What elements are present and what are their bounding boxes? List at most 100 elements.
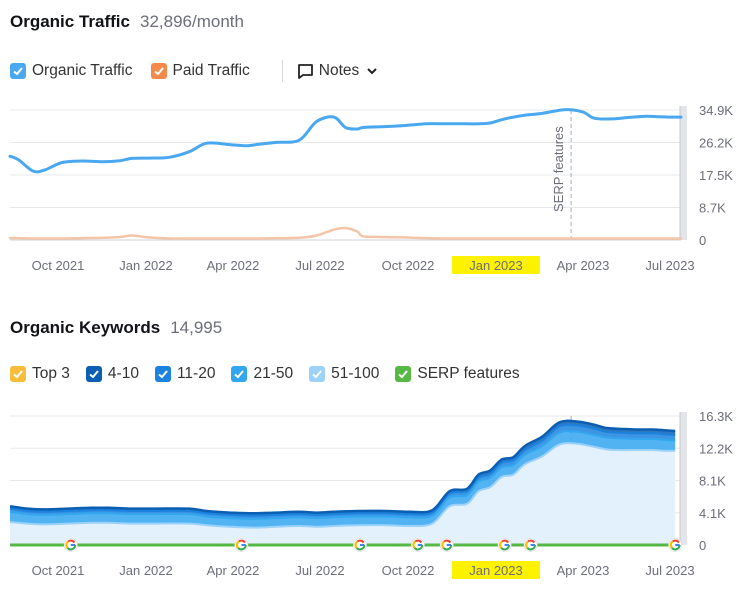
legend-label: Organic Traffic [32, 62, 133, 79]
check-icon [312, 370, 322, 379]
legend-top-3[interactable]: Top 3 [10, 365, 70, 383]
check-icon [13, 67, 23, 76]
y-tick-label: 26.2K [699, 136, 733, 151]
traffic-subtitle: 32,896/month [139, 12, 244, 31]
check-icon [398, 370, 409, 379]
comment-icon [297, 63, 313, 79]
legend-label: 51-100 [331, 365, 380, 382]
y-tick-label: 8.1K [699, 474, 726, 489]
y-axis: 0 4.1K 8.1K 12.2K 16.3K [699, 409, 733, 553]
legend-label: 21-50 [253, 365, 294, 382]
y-tick-label: 8.7K [699, 201, 726, 216]
legend-paid-traffic[interactable]: Paid Traffic [150, 62, 250, 80]
area-fill [10, 443, 676, 545]
legend-label: Paid Traffic [172, 62, 250, 79]
x-tick-label: Apr 2023 [557, 258, 610, 273]
check-icon [89, 370, 99, 379]
traffic-legend: Organic Traffic Paid Traffic Notes [10, 60, 384, 82]
google-icon[interactable] [353, 538, 367, 552]
highlight-marker [452, 561, 540, 579]
checkbox-51-100[interactable] [309, 366, 326, 382]
x-axis: Oct 2021 Jan 2022 Apr 2022 Jul 2022 Oct 2022… [32, 256, 695, 274]
band-11-20 [10, 424, 676, 519]
x-tick-label: Oct 2022 [382, 258, 435, 273]
x-tick-label: Jan 2023 [469, 563, 523, 578]
checkbox-paid-traffic[interactable] [150, 63, 167, 79]
google-icon[interactable] [497, 538, 512, 552]
range-handle[interactable] [680, 106, 687, 240]
x-tick-label: Jul 2022 [295, 563, 344, 578]
google-icon[interactable] [234, 538, 249, 552]
organic-traffic-chart: SERP features 0 8.7K 17.5K 26.2K 34.9K Oct 2… [8, 103, 733, 274]
check-icon [153, 67, 164, 76]
traffic-header: Organic Traffic 32,896/month [10, 12, 244, 32]
x-tick-label: Apr 2023 [557, 563, 610, 578]
x-axis: Oct 2021 Jan 2022 Apr 2022 Jul 2022 Oct 2022… [32, 561, 695, 579]
grid [10, 106, 687, 241]
legend-4-10[interactable]: 4-10 [85, 365, 139, 383]
x-tick-label: Oct 2021 [32, 258, 85, 273]
google-icon[interactable] [63, 538, 78, 552]
serp-feature-markers [63, 538, 683, 552]
series-line-51-100 [9, 442, 676, 529]
legend-51-100[interactable]: 51-100 [309, 365, 379, 383]
x-tick-label: Apr 2022 [207, 563, 260, 578]
y-tick-label: 4.1K [699, 506, 726, 521]
legend-label: 4-10 [107, 365, 139, 382]
range-handle[interactable] [680, 412, 687, 545]
y-tick-label: 16.3K [699, 409, 733, 424]
legend-21-50[interactable]: 21-50 [231, 365, 293, 383]
x-tick-label: Jul 2022 [295, 258, 344, 273]
keywords-legend: Top 3 4-10 11-20 21-50 51-100 SERP featu… [10, 365, 538, 383]
google-icon[interactable] [410, 538, 425, 552]
notes-dropdown[interactable]: Notes [297, 62, 385, 80]
google-icon[interactable] [668, 538, 683, 552]
series-lines [8, 108, 683, 240]
legend-divider [281, 60, 283, 82]
check-icon [13, 370, 23, 379]
x-tick-label: Jul 2023 [645, 563, 694, 578]
checkbox-21-50[interactable] [231, 366, 248, 382]
check-icon [234, 370, 245, 379]
chevron-down-icon [367, 68, 377, 75]
checkbox-4-10[interactable] [85, 366, 102, 382]
notes-label: Notes [318, 62, 360, 79]
series-areas [9, 419, 681, 547]
google-icon[interactable] [439, 538, 454, 552]
y-tick-label: 0 [699, 538, 706, 553]
keywords-header: Organic Keywords 14,995 [10, 318, 222, 338]
legend-label: Top 3 [32, 365, 70, 382]
google-icon[interactable] [523, 538, 538, 552]
series-line-paid-traffic [8, 226, 683, 240]
y-axis: 0 8.7K 17.5K 26.2K 34.9K [699, 103, 733, 248]
legend-organic-traffic[interactable]: Organic Traffic [10, 62, 133, 80]
checkbox-serp-features[interactable] [395, 366, 412, 382]
x-tick-label: Jan 2022 [119, 258, 173, 273]
y-tick-label: 12.2K [699, 441, 733, 456]
keywords-title: Organic Keywords [10, 318, 161, 337]
check-icon [158, 370, 168, 379]
serp-annotation: SERP features [551, 110, 572, 240]
checkbox-top-3[interactable] [10, 366, 26, 382]
band-21-50 [10, 431, 676, 528]
y-tick-label: 17.5K [699, 168, 733, 183]
series-line-11-20 [9, 423, 676, 517]
legend-label: SERP features [417, 365, 520, 382]
checkbox-11-20[interactable] [154, 366, 171, 382]
highlight-marker [452, 256, 540, 274]
traffic-title: Organic Traffic [10, 12, 130, 31]
x-tick-label: Apr 2022 [207, 258, 260, 273]
x-tick-label: Oct 2022 [382, 563, 435, 578]
x-tick-label: Oct 2021 [32, 563, 85, 578]
checkbox-organic-traffic[interactable] [10, 63, 26, 79]
series-line-21-50 [9, 430, 676, 520]
band-4-10 [10, 420, 676, 516]
annotation-label: SERP features [551, 126, 566, 212]
series-line-4-10 [9, 419, 676, 515]
legend-serp-features[interactable]: SERP features [395, 365, 520, 383]
x-tick-label: Jul 2023 [645, 258, 694, 273]
keywords-subtitle: 14,995 [170, 318, 223, 337]
legend-11-20[interactable]: 11-20 [154, 365, 216, 383]
legend-label: 11-20 [176, 365, 216, 382]
y-tick-label: 0 [699, 233, 706, 248]
